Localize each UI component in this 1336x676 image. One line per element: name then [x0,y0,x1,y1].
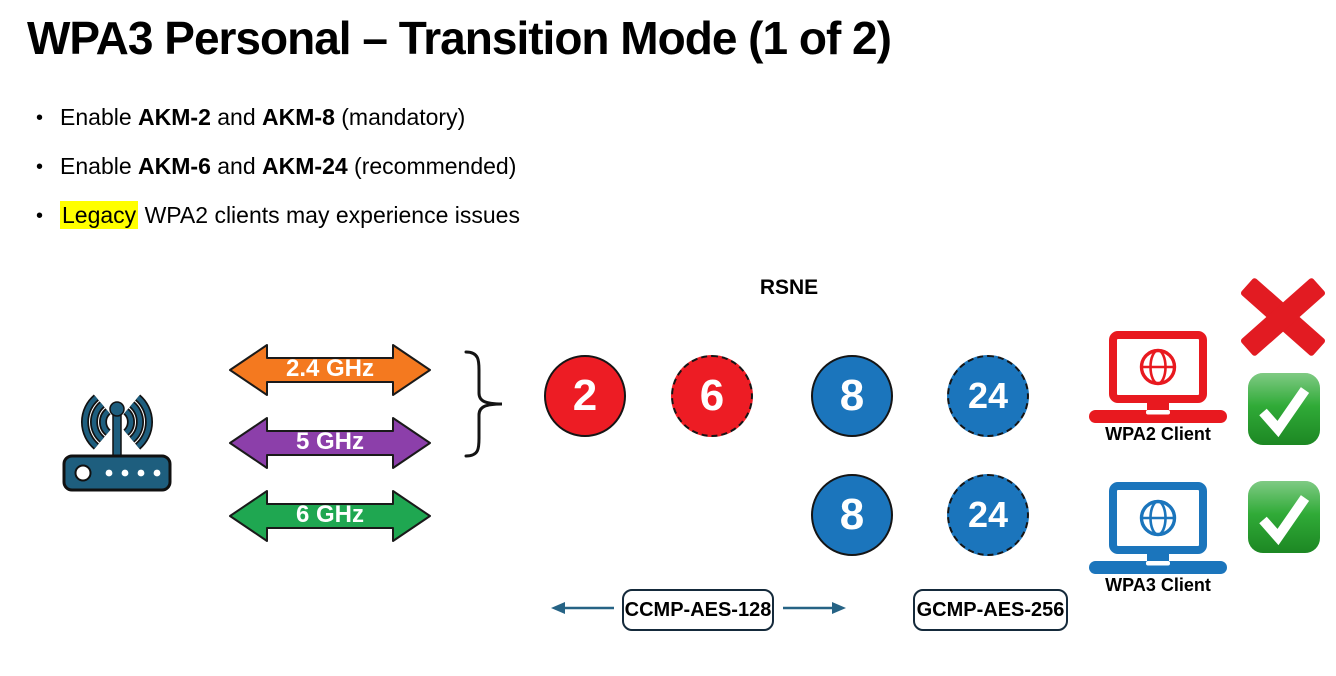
bullet-text: Enable [60,104,139,130]
akm-circle-24-wpa3: 24 [947,474,1029,556]
right-arrow-icon [783,602,846,614]
wpa2-client-label: WPA2 Client [1105,424,1211,444]
akm-circle-8: 8 [811,355,893,437]
check-glyph [1259,387,1310,438]
bullet-akm-recommended: Enable AKM-6 and AKM-24 (recommended) [36,153,520,181]
curly-brace [464,350,503,458]
wpa3-client-label: WPA3 Client [1105,575,1211,595]
check-glyph [1259,495,1310,546]
band-label-2-4ghz: 2.4 GHz [285,354,375,382]
wpa3-client-laptop-icon [1088,482,1228,577]
akm-8-label: AKM-8 [262,104,335,130]
wpa2-client-laptop-icon [1088,331,1228,426]
band-arrow-2-4ghz: 2.4 GHz [228,343,432,397]
gcmp-aes-256-box: GCMP-AES-256 [913,589,1068,631]
bullet-legacy-clients: Legacy WPA2 clients may experience issue… [36,201,520,230]
wireless-router-icon [62,394,172,493]
laptop-globe-icon [1089,482,1227,574]
rsne-label: RSNE [759,276,819,299]
bullet-akm-mandatory: Enable AKM-2 and AKM-8 (mandatory) [36,104,520,132]
double-arrow-icon [229,417,431,469]
check-mark-icon [1248,481,1320,553]
double-arrow-icon [229,344,431,396]
band-label-6ghz: 6 GHz [295,500,364,528]
akm-circle-2: 2 [544,355,626,437]
left-arrow-icon [551,602,614,614]
check-mark-icon [1248,373,1320,445]
band-arrow-6ghz: 6 GHz [228,489,432,543]
akm-circle-8-wpa3: 8 [811,474,893,556]
page-title: WPA3 Personal – Transition Mode (1 of 2) [27,12,892,64]
akm-24-label: AKM-24 [262,153,348,179]
akm-circle-24: 24 [947,355,1029,437]
router-svg [62,394,172,492]
laptop-globe-icon [1089,331,1227,423]
akm-6-label: AKM-6 [138,153,211,179]
ccmp-aes-128-box: CCMP-AES-128 [622,589,774,631]
cross-mark-icon [1240,278,1326,356]
akm-circle-6: 6 [671,355,753,437]
akm-2-label: AKM-2 [138,104,211,130]
band-label-5ghz: 5 GHz [295,427,364,455]
bullet-text: Enable [60,153,139,179]
bullet-list: Enable AKM-2 and AKM-8 (mandatory) Enabl… [36,104,520,251]
double-arrow-icon [229,490,431,542]
legacy-highlight: Legacy [60,201,139,229]
band-arrow-5ghz: 5 GHz [228,416,432,470]
